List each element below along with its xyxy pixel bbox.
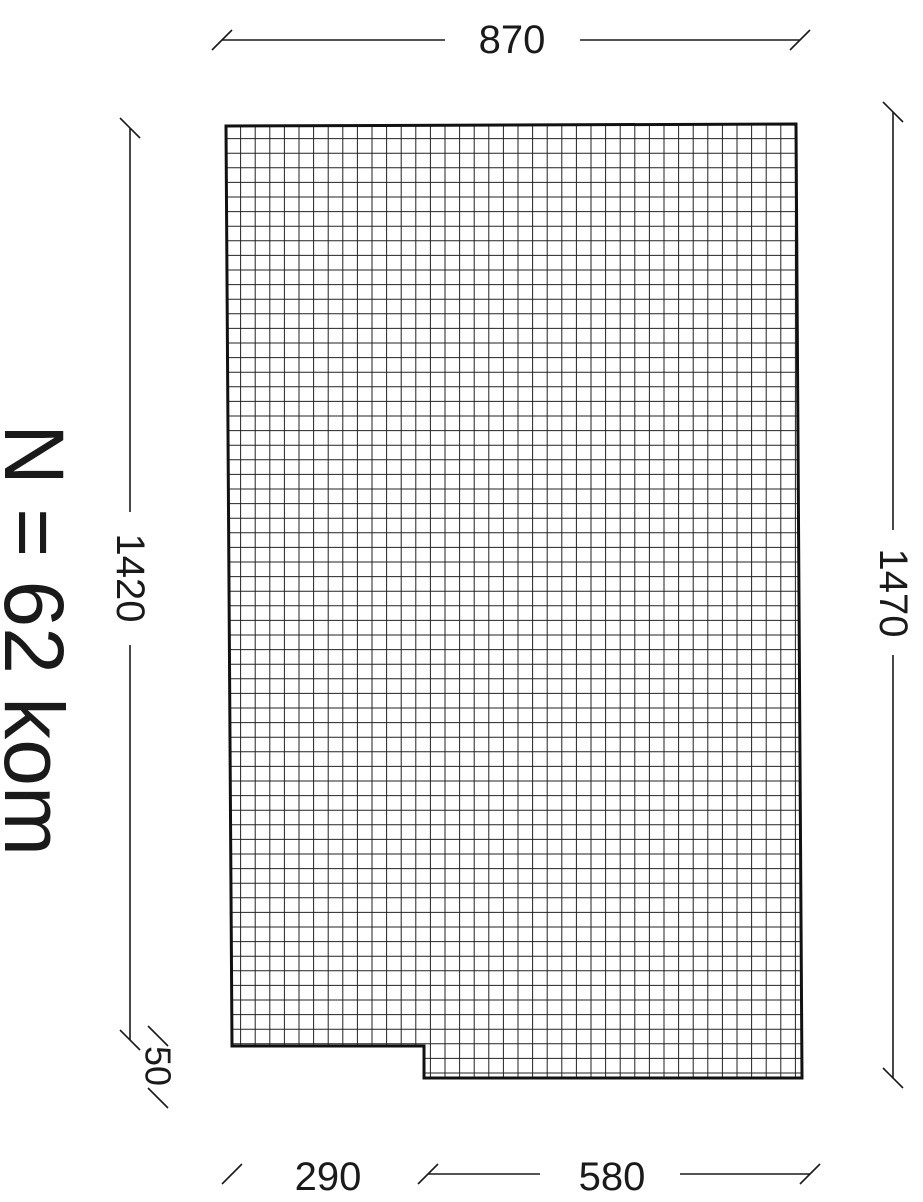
dimension-right-label: 1470 xyxy=(871,549,915,638)
dimension-top: 870 xyxy=(211,18,811,62)
dimension-left: 1420 xyxy=(108,117,152,1051)
dimension-notch-label: 50 xyxy=(138,1046,179,1086)
dimension-bottom-left-label: 290 xyxy=(295,1155,362,1199)
floor-outline xyxy=(224,122,804,1080)
dimension-right: 1470 xyxy=(871,101,915,1089)
dimension-bottom-right-label: 580 xyxy=(579,1155,646,1199)
tile-grid xyxy=(226,124,802,1078)
dimension-top-label: 870 xyxy=(479,18,546,62)
dimension-left-label: 1420 xyxy=(108,534,152,623)
tile-count-label: N = 62 kom xyxy=(0,424,81,856)
dimension-notch: 50 xyxy=(138,1025,179,1109)
dimension-bottom: 290 580 xyxy=(221,1155,821,1199)
